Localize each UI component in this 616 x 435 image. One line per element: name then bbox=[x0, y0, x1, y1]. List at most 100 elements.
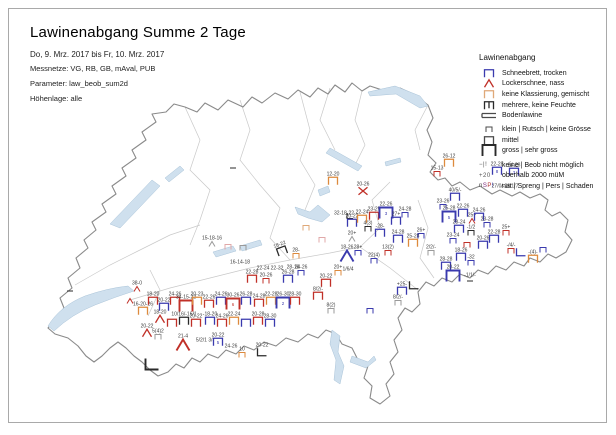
avalanche-marker[interactable] bbox=[166, 318, 178, 327]
avalanche-marker[interactable]: 20-22 bbox=[445, 265, 461, 282]
avalanche-marker[interactable]: 22-32 bbox=[271, 266, 284, 272]
avalanche-marker[interactable]: 18-26 bbox=[339, 245, 355, 262]
avalanche-marker[interactable]: 10 bbox=[238, 347, 246, 358]
avalanche-marker[interactable]: 2/2/- bbox=[426, 245, 436, 256]
avalanche-marker[interactable]: 23-24 bbox=[447, 233, 460, 244]
avalanche-marker[interactable]: 22-24 bbox=[228, 311, 241, 325]
avalanche-marker[interactable]: 24-26 bbox=[225, 344, 238, 350]
avalanche-marker[interactable]: 12-20 bbox=[327, 171, 340, 185]
avalanche-marker[interactable] bbox=[539, 247, 547, 253]
avalanche-marker[interactable]: 27+ bbox=[390, 211, 402, 225]
avalanche-marker[interactable]: 23-25 bbox=[368, 206, 381, 220]
avalanche-marker[interactable]: 26-28 bbox=[240, 291, 253, 305]
avalanche-marker[interactable] bbox=[240, 318, 252, 327]
avalanche-marker[interactable] bbox=[346, 213, 353, 219]
avalanche-marker[interactable]: 22(4) bbox=[368, 253, 380, 264]
avalanche-marker[interactable]: 20-26 bbox=[357, 181, 370, 196]
avalanche-marker[interactable]: 20-22 bbox=[346, 213, 359, 227]
avalanche-marker[interactable] bbox=[302, 225, 310, 231]
avalanche-marker[interactable]: 20-28 bbox=[252, 311, 265, 325]
avalanche-marker[interactable]: 15-18-16 bbox=[202, 236, 222, 247]
avalanche-marker[interactable]: 28-24 bbox=[453, 219, 466, 233]
avalanche-marker[interactable] bbox=[318, 237, 326, 243]
avalanche-marker[interactable]: 18-20 bbox=[154, 309, 167, 324]
avalanche-marker[interactable]: 18-22 bbox=[273, 240, 290, 257]
avalanche-marker[interactable]: 5 25-28 bbox=[441, 206, 457, 223]
avalanche-marker[interactable]: 22-24 bbox=[257, 266, 270, 272]
avalanche-marker[interactable]: 4(3) bbox=[364, 221, 373, 232]
avalanche-marker[interactable]: 24-26 bbox=[295, 265, 308, 276]
avalanche-marker[interactable]: 2 26-30 bbox=[275, 292, 291, 309]
avalanche-marker[interactable]: 28- bbox=[292, 248, 300, 259]
avalanche-marker[interactable]: 20-23 bbox=[191, 291, 204, 305]
avalanche-marker[interactable]: 24-26 bbox=[216, 313, 229, 327]
avalanche-marker[interactable]: 22-26 bbox=[203, 294, 216, 308]
avalanche-marker[interactable]: -32 bbox=[467, 255, 475, 266]
avalanche-marker[interactable]: 16-20-26 bbox=[133, 301, 153, 315]
avalanche-marker[interactable]: 20+ bbox=[348, 231, 357, 242]
avalanche-marker[interactable]: -18-20 bbox=[203, 311, 218, 325]
avalanche-marker[interactable]: -(4)- bbox=[527, 249, 539, 263]
avalanche-marker[interactable]: 8/2/- bbox=[312, 286, 323, 300]
avalanche-marker[interactable]: 24-28 bbox=[399, 207, 412, 218]
avalanche-marker[interactable] bbox=[515, 248, 526, 257]
avalanche-marker[interactable]: 26-28 bbox=[282, 269, 295, 283]
avalanche-marker[interactable]: 3 24-28 bbox=[508, 162, 521, 176]
avalanche-marker[interactable]: 18-20 bbox=[147, 291, 160, 305]
avalanche-marker[interactable]: 1/6/4 bbox=[342, 267, 353, 273]
avalanche-marker[interactable]: -1/2 bbox=[467, 225, 476, 236]
avalanche-marker[interactable]: 24-26 bbox=[473, 207, 486, 221]
avalanche-marker[interactable] bbox=[366, 308, 374, 314]
avalanche-marker[interactable] bbox=[463, 242, 471, 248]
avalanche-marker[interactable]: 5 20-22 bbox=[212, 332, 225, 346]
avalanche-marker[interactable]: 5(4)2 bbox=[152, 329, 164, 340]
avalanche-marker[interactable] bbox=[224, 244, 232, 250]
avalanche-marker[interactable]: 28-30 bbox=[264, 313, 277, 327]
avalanche-marker[interactable]: 28-30 bbox=[289, 291, 302, 305]
avalanche-marker[interactable]: 8 22-28 bbox=[491, 161, 504, 175]
avalanche-marker[interactable]: +25- bbox=[396, 281, 407, 295]
avalanche-marker[interactable]: 20-26 bbox=[260, 273, 273, 284]
avalanche-marker[interactable]: 8/2/- bbox=[393, 295, 403, 306]
avalanche-marker[interactable]: 22-24 bbox=[356, 209, 369, 223]
avalanche-marker[interactable] bbox=[144, 358, 159, 371]
avalanche-marker[interactable]: 3 22-26 bbox=[378, 202, 394, 219]
avalanche-marker[interactable]: 28-28 bbox=[440, 256, 453, 270]
avalanche-marker[interactable]: 22-26 bbox=[457, 203, 470, 217]
avalanche-marker[interactable]: 20-22 bbox=[256, 342, 269, 357]
avalanche-marker[interactable]: 40/5/- bbox=[449, 187, 462, 201]
avalanche-marker[interactable]: 20-22 bbox=[190, 313, 203, 327]
avalanche-marker[interactable]: 24-28 bbox=[253, 293, 266, 307]
avalanche-marker[interactable]: -28- bbox=[374, 223, 386, 237]
avalanche-marker[interactable]: 21-4 bbox=[175, 334, 191, 351]
avalanche-marker[interactable]: 25+ bbox=[468, 213, 477, 224]
avalanche-marker[interactable]: 22-28 bbox=[488, 229, 501, 243]
avalanche-marker[interactable]: 5/2/1 3/- bbox=[196, 338, 215, 344]
avalanche-marker[interactable]: 25-28 bbox=[407, 233, 420, 247]
avalanche-marker[interactable]: 28-18 bbox=[287, 265, 300, 271]
avalanche-marker[interactable]: 26+ bbox=[417, 228, 426, 239]
avalanche-marker[interactable]: 20-22 bbox=[158, 297, 171, 311]
avalanche-marker[interactable]: 26-12 bbox=[443, 153, 456, 167]
avalanche-marker[interactable] bbox=[126, 297, 134, 304]
avalanche-marker[interactable]: 6 30-26 bbox=[225, 293, 241, 310]
avalanche-marker[interactable]: 20-22 bbox=[141, 323, 154, 338]
avalanche-marker[interactable]: 28+ bbox=[354, 245, 363, 256]
avalanche-marker[interactable]: 25+ bbox=[502, 225, 511, 236]
avalanche-marker[interactable]: 10/16/-16/1 bbox=[171, 311, 197, 325]
avalanche-marker[interactable]: -1/1/- bbox=[464, 273, 476, 282]
avalanche-marker[interactable]: 22-28 bbox=[265, 291, 278, 305]
avalanche-marker[interactable]: 23-26 bbox=[437, 199, 450, 210]
avalanche-marker[interactable]: 20+ bbox=[334, 265, 343, 276]
avalanche-marker[interactable]: 20-22 bbox=[320, 273, 333, 287]
avalanche-marker[interactable]: 15-13 bbox=[431, 166, 444, 177]
avalanche-marker[interactable] bbox=[239, 245, 247, 251]
avalanche-marker[interactable]: 32-18-22 bbox=[334, 211, 354, 217]
avalanche-marker[interactable]: 27/0/-23/1/7 bbox=[492, 184, 519, 190]
avalanche-marker[interactable]: 16-14-18 bbox=[230, 260, 250, 266]
avalanche-marker[interactable]: 18-26 bbox=[455, 247, 468, 261]
avalanche-marker[interactable]: 24-28 bbox=[392, 229, 405, 243]
avalanche-marker[interactable]: 20-26 bbox=[477, 235, 490, 249]
avalanche-marker[interactable]: 23-28 bbox=[481, 217, 494, 228]
avalanche-marker[interactable]: -/4/- bbox=[507, 243, 516, 254]
